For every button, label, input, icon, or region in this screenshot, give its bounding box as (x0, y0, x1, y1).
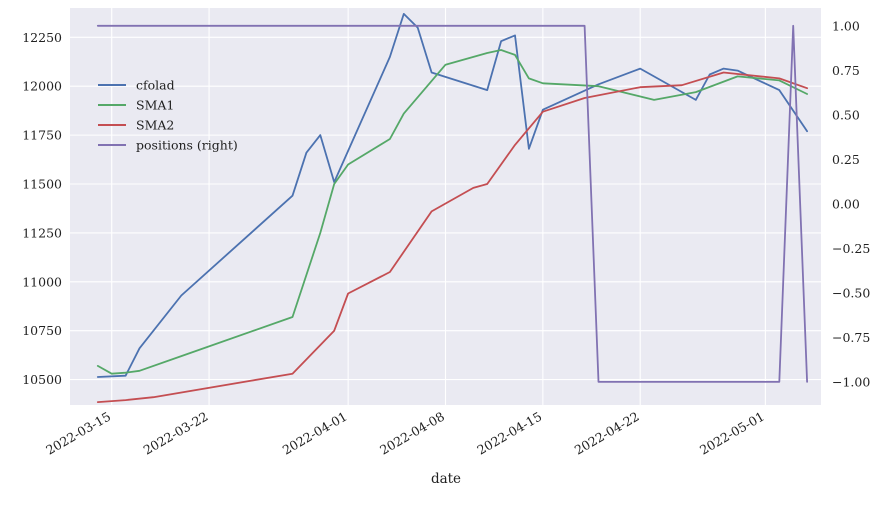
legend-label-sma1: SMA1 (136, 98, 174, 113)
y-axis-right-ticks: −1.00 −0.75 −0.50 −0.25 0.00 0.25 0.50 0.75 1.00 (832, 18, 870, 389)
x-tick-label: 2022-03-15 (43, 409, 113, 458)
x-tick-label: 2022-04-15 (474, 409, 544, 458)
y-right-tick-label: −1.00 (832, 374, 870, 389)
y-right-tick-label: 1.00 (832, 18, 860, 33)
y-left-tick-label: 11000 (22, 274, 62, 289)
y-left-tick-label: 10750 (22, 323, 62, 338)
legend-label-sma2: SMA2 (136, 118, 174, 133)
y-right-tick-label: 0.50 (832, 107, 860, 122)
x-axis-title: date (431, 471, 461, 487)
y-left-tick-label: 12000 (22, 79, 62, 94)
y-left-tick-label: 11750 (22, 128, 62, 143)
x-tick-label: 2022-05-01 (697, 409, 767, 458)
legend: cfolad SMA1 SMA2 positions (right) (98, 78, 238, 153)
y-axis-left-ticks: 10500 10750 11000 11250 11500 11750 12000 12250 (22, 30, 62, 387)
x-tick-label: 2022-04-01 (280, 409, 350, 458)
series-line-positions-right (96, 24, 808, 383)
x-tick-label: 2022-03-22 (141, 409, 211, 458)
x-tick-label: 2022-04-22 (572, 409, 642, 458)
y-left-tick-label: 12250 (22, 30, 62, 45)
y-right-tick-label: 0.25 (832, 152, 860, 167)
x-axis-ticks: 2022-03-15 2022-03-22 2022-04-01 2022-04-08… (43, 409, 767, 458)
y-right-tick-label: −0.50 (832, 285, 870, 300)
y-right-tick-label: −0.25 (832, 241, 870, 256)
y-right-tick-label: 0.00 (832, 196, 860, 211)
legend-label-cfolad: cfolad (136, 78, 175, 93)
y-left-tick-label: 10500 (22, 372, 62, 387)
series-line-cfolad (96, 12, 808, 378)
y-right-tick-label: −0.75 (832, 330, 870, 345)
y-right-tick-label: 0.75 (832, 63, 860, 78)
legend-label-positions-right: positions (right) (136, 138, 238, 153)
y-left-tick-label: 11500 (22, 177, 62, 192)
series-layer (96, 12, 808, 404)
x-tick-label: 2022-04-08 (377, 409, 447, 458)
series-line-sma1 (96, 49, 808, 375)
series-line-sma2 (96, 71, 808, 404)
y-left-tick-label: 11250 (22, 225, 62, 240)
grid (70, 8, 821, 405)
